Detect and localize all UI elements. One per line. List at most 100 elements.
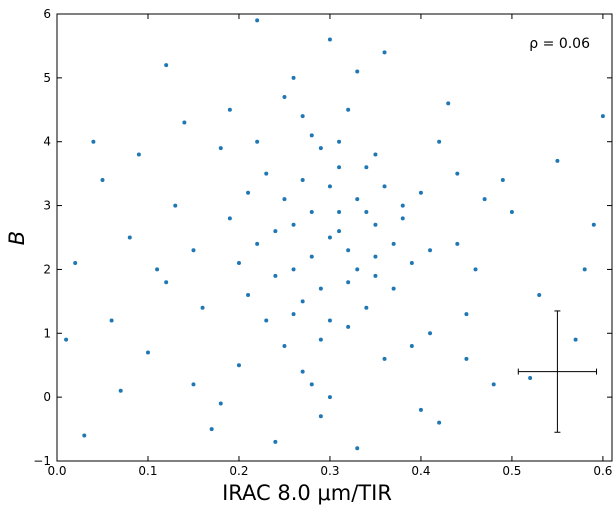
point — [127, 235, 132, 240]
point — [491, 382, 496, 387]
point — [173, 203, 178, 208]
point — [337, 139, 342, 144]
point — [364, 209, 369, 214]
point — [555, 158, 560, 163]
point — [118, 388, 123, 393]
point — [300, 114, 305, 119]
point — [346, 248, 351, 253]
point — [418, 190, 423, 195]
point — [273, 273, 278, 278]
point — [236, 363, 241, 368]
point — [337, 229, 342, 234]
point — [318, 414, 323, 419]
point — [300, 178, 305, 183]
point — [227, 216, 232, 221]
point — [400, 216, 405, 221]
y-tick-label: −1 — [33, 454, 51, 468]
point — [309, 382, 314, 387]
point — [236, 261, 241, 266]
point — [464, 312, 469, 317]
point — [91, 139, 96, 144]
point — [164, 280, 169, 285]
point — [300, 369, 305, 374]
point — [373, 254, 378, 259]
point — [455, 241, 460, 246]
point — [318, 146, 323, 151]
point — [464, 356, 469, 361]
point — [600, 114, 605, 119]
point — [382, 184, 387, 189]
point — [582, 267, 587, 272]
point — [255, 18, 260, 23]
point — [364, 165, 369, 170]
point — [364, 305, 369, 310]
point — [400, 203, 405, 208]
point — [509, 209, 514, 214]
point — [355, 267, 360, 272]
point — [282, 197, 287, 202]
point — [473, 267, 478, 272]
y-tick-label: 4 — [43, 135, 51, 149]
point — [355, 446, 360, 451]
point — [300, 299, 305, 304]
x-tick-label: 0.4 — [411, 464, 430, 478]
point — [318, 337, 323, 342]
x-tick-label: 0.1 — [138, 464, 157, 478]
x-tick-label: 0.0 — [47, 464, 66, 478]
point — [273, 439, 278, 444]
point — [537, 292, 542, 297]
y-tick-label: 0 — [43, 390, 51, 404]
point — [291, 267, 296, 272]
point — [282, 344, 287, 349]
point — [391, 286, 396, 291]
point — [264, 318, 269, 323]
point — [409, 344, 414, 349]
point — [255, 139, 260, 144]
point — [573, 337, 578, 342]
point — [373, 152, 378, 157]
y-tick-label: 6 — [43, 7, 51, 21]
point — [291, 222, 296, 227]
point — [200, 305, 205, 310]
point — [482, 197, 487, 202]
point — [346, 280, 351, 285]
point — [337, 209, 342, 214]
point — [391, 241, 396, 246]
point — [164, 63, 169, 68]
point — [528, 375, 533, 380]
point — [346, 324, 351, 329]
point — [255, 241, 260, 246]
point — [327, 318, 332, 323]
point — [591, 222, 596, 227]
point — [437, 420, 442, 425]
point — [191, 248, 196, 253]
point — [309, 254, 314, 259]
x-axis-label: IRAC 8.0 μm/TIR — [222, 481, 392, 505]
point — [227, 107, 232, 112]
point — [64, 337, 69, 342]
point — [209, 427, 214, 432]
point — [327, 235, 332, 240]
x-tick-label: 0.3 — [320, 464, 339, 478]
y-tick-label: 3 — [43, 199, 51, 213]
point — [82, 433, 87, 438]
point — [455, 171, 460, 176]
point — [218, 401, 223, 406]
annotation: ρ = 0.06 — [529, 36, 590, 52]
point — [418, 407, 423, 412]
point — [409, 261, 414, 266]
point — [327, 37, 332, 42]
point — [136, 152, 141, 157]
point — [500, 178, 505, 183]
point — [282, 95, 287, 100]
point — [437, 139, 442, 144]
point — [109, 318, 114, 323]
plot-frame — [56, 13, 613, 462]
point — [337, 165, 342, 170]
point — [291, 312, 296, 317]
y-tick-label: 5 — [43, 71, 51, 85]
point — [382, 356, 387, 361]
point — [246, 292, 251, 297]
point — [373, 222, 378, 227]
